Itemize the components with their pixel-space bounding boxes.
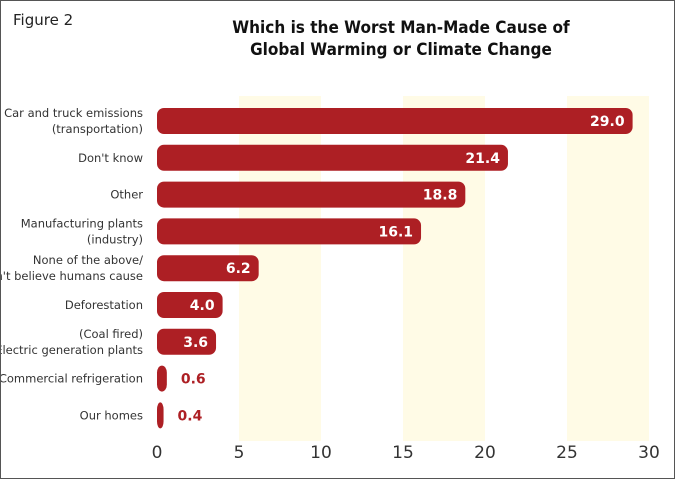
- category-label: Our homes: [80, 408, 143, 422]
- chart-title: Which is the Worst Man-Made Cause of Glo…: [203, 17, 599, 61]
- bar: [157, 218, 422, 245]
- x-tick-label: 10: [310, 443, 332, 463]
- bar: [157, 292, 223, 318]
- x-tick-label: 25: [556, 443, 578, 463]
- chart-title-line-1: Which is the Worst Man-Made Cause of: [232, 18, 570, 38]
- category-label: Deforestation: [65, 298, 143, 312]
- x-tick-label: 15: [392, 443, 414, 463]
- data-label: 16.1: [378, 224, 413, 240]
- chart-title-line-2: Global Warming or Climate Change: [250, 40, 552, 60]
- data-label: 6.2: [226, 261, 251, 277]
- bar: [157, 365, 167, 392]
- background-band: [567, 96, 649, 441]
- category-label: (industry): [87, 232, 143, 246]
- x-tick-label: 0: [152, 443, 163, 463]
- data-label: 18.8: [423, 188, 458, 204]
- bar: [157, 255, 259, 282]
- data-label: 21.4: [465, 151, 500, 167]
- figure-label: Figure 2: [13, 11, 74, 29]
- data-label: 3.6: [183, 335, 208, 351]
- category-label: Electric generation plants: [1, 343, 143, 357]
- x-tick-label: 30: [638, 443, 660, 463]
- bar: [157, 402, 164, 429]
- category-label: Don't believe humans cause: [1, 269, 143, 283]
- category-label: (Coal fired): [79, 327, 143, 341]
- data-label: 0.6: [181, 372, 206, 388]
- data-label: 4.0: [190, 298, 215, 314]
- category-label: (transportation): [52, 122, 143, 136]
- category-label: Manufacturing plants: [21, 216, 143, 230]
- x-tick-label: 5: [234, 443, 245, 463]
- bar: [157, 108, 633, 134]
- data-label: 0.4: [178, 408, 203, 424]
- bar: [157, 144, 508, 171]
- category-label: Don't know: [78, 151, 143, 165]
- data-label: 29.0: [590, 114, 625, 130]
- bar: [157, 328, 217, 355]
- category-label: Commercial refrigeration: [1, 372, 143, 386]
- category-label: Car and truck emissions: [4, 106, 143, 120]
- bar: [157, 181, 466, 208]
- x-tick-label: 20: [474, 443, 496, 463]
- category-label: Other: [110, 188, 143, 202]
- category-label: None of the above/: [33, 253, 143, 267]
